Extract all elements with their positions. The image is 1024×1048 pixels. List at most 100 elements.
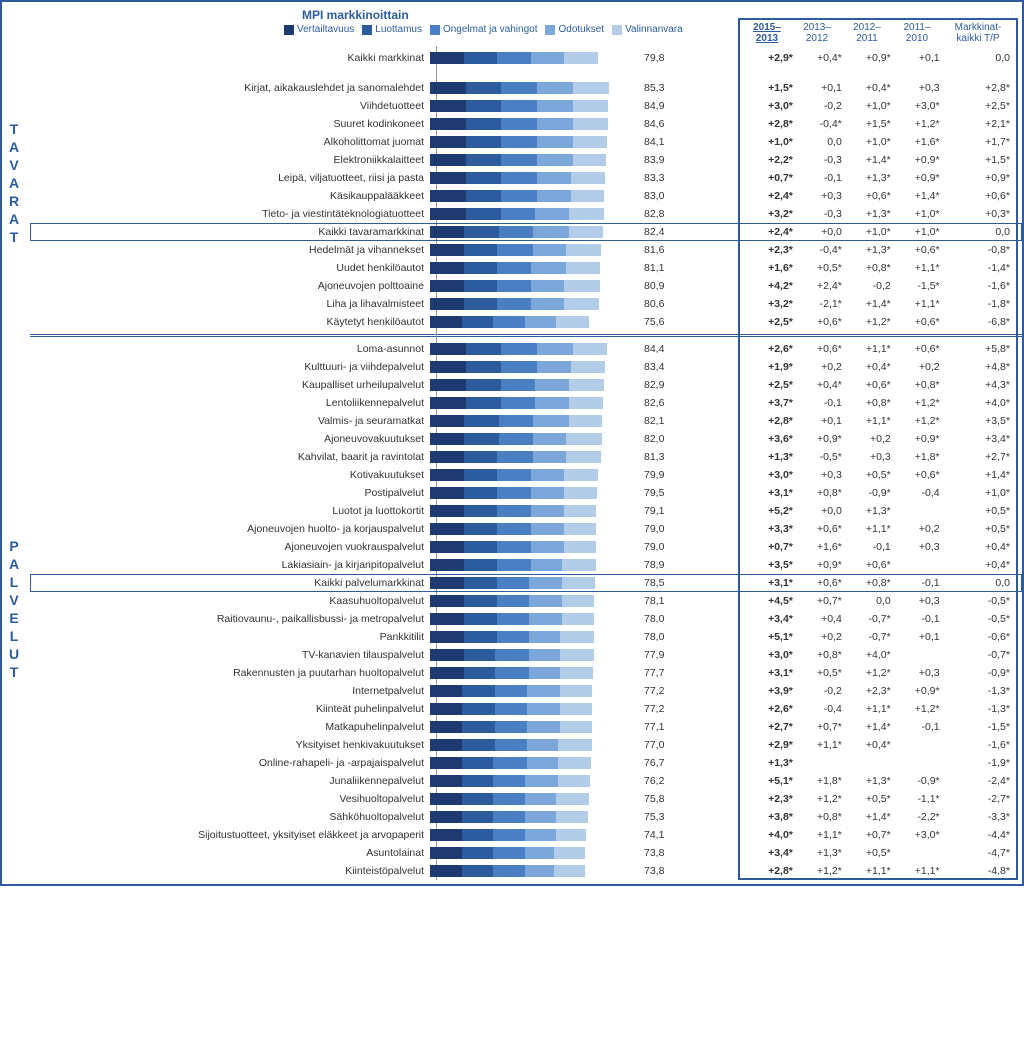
bar-segment (462, 703, 496, 715)
bar-segment (501, 379, 535, 391)
cell: +4,0* (848, 649, 897, 661)
stacked-bar (430, 631, 594, 643)
bar-segment (464, 226, 500, 238)
bar-segment (462, 829, 494, 841)
row-label: Sijoitustuotteet, yksityiset eläkkeet ja… (30, 829, 430, 841)
cell: +1,4* (848, 721, 897, 733)
bar-wrap (430, 559, 640, 571)
bar-segment (564, 487, 597, 499)
row-value: 77,7 (640, 667, 680, 679)
row-value: 76,7 (640, 757, 680, 769)
cell: -6,8* (946, 316, 1016, 328)
bar-segment (464, 262, 498, 274)
legend-label: Valinnanvara (625, 24, 683, 35)
bar-segment (497, 487, 531, 499)
cell: +1,1* (897, 298, 946, 310)
cell: +0,9* (799, 559, 848, 571)
row-cells: +0,7*+1,6*-0,1+0,3+0,4* (750, 541, 1022, 553)
cell: +2,4* (750, 226, 799, 238)
data-row: Kahvilat, baarit ja ravintolat81,3+1,3*-… (30, 448, 1022, 466)
bar-segment (537, 172, 571, 184)
cell: +1,0* (897, 208, 946, 220)
stacked-bar (430, 172, 605, 184)
row-value: 76,2 (640, 775, 680, 787)
cell: +2,8* (750, 118, 799, 130)
bar-wrap (430, 577, 640, 589)
row-cells: +4,5*+0,7*0,0+0,3-0,5* (750, 595, 1022, 607)
bar-segment (430, 361, 466, 373)
bar-segment (497, 244, 533, 256)
cell: +0,4* (946, 541, 1016, 553)
bar-segment (554, 847, 585, 859)
row-value: 78,9 (640, 559, 680, 571)
row-label: Hedelmät ja vihannekset (30, 244, 430, 256)
cell: +1,2* (848, 667, 897, 679)
row-cells: +5,2*+0,0+1,3*+0,5* (750, 505, 1022, 517)
bar-segment (430, 100, 466, 112)
row-cells: +2,3*-0,4*+1,3*+0,6*-0,8* (750, 244, 1022, 256)
cell: +0,8* (799, 649, 848, 661)
cell: +0,7* (750, 172, 799, 184)
bar-segment (571, 361, 605, 373)
cell: -0,9* (946, 667, 1016, 679)
cell: +1,3* (848, 244, 897, 256)
data-row: Tieto- ja viestintäteknologiatuotteet82,… (30, 205, 1022, 223)
cell: -0,1 (848, 541, 897, 553)
row-label: Kiinteät puhelinpalvelut (30, 703, 430, 715)
bar-segment (501, 172, 537, 184)
bar-wrap (430, 811, 640, 823)
bar-segment (462, 757, 494, 769)
bar-segment (430, 433, 464, 445)
bar-segment (531, 505, 565, 517)
bar-segment (558, 739, 592, 751)
bar-segment (566, 433, 602, 445)
cell: -0,7* (848, 631, 897, 643)
bar-segment (571, 172, 605, 184)
row-value: 80,6 (640, 298, 680, 310)
bar-segment (430, 721, 462, 733)
cell: -2,7* (946, 793, 1016, 805)
bar-segment (495, 703, 527, 715)
row-label: Ajoneuvojen huolto- ja korjauspalvelut (30, 523, 430, 535)
stacked-bar (430, 775, 590, 787)
bar-segment (430, 244, 464, 256)
stacked-bar (430, 316, 589, 328)
cell: +3,4* (750, 847, 799, 859)
data-row: Vesihuoltopalvelut75,8+2,3*+1,2*+0,5*-1,… (30, 790, 1022, 808)
bar-segment (462, 775, 494, 787)
row-label: Pankkitilit (30, 631, 430, 643)
cell: +0,6* (848, 559, 897, 571)
cell: +2,2* (750, 154, 799, 166)
bar-segment (533, 226, 569, 238)
cell: +2,3* (750, 244, 799, 256)
stacked-bar (430, 595, 594, 607)
bar-segment (556, 316, 589, 328)
cell: -1,6* (946, 739, 1016, 751)
cell: +0,6* (799, 316, 848, 328)
bar-segment (430, 208, 466, 220)
bar-segment (562, 577, 595, 589)
cell: +0,9* (848, 52, 897, 64)
bar-segment (531, 559, 563, 571)
bar-segment (537, 154, 573, 166)
cell: +0,6* (799, 523, 848, 535)
bar-segment (430, 397, 466, 409)
bar-segment (430, 739, 462, 751)
bar-wrap (430, 208, 640, 220)
cell: +0,4* (799, 379, 848, 391)
row-cells: +4,2*+2,4*-0,2-1,5*-1,6* (750, 280, 1022, 292)
cell: +1,1* (799, 829, 848, 841)
row-cells: +2,3*+1,2*+0,5*-1,1*-2,7* (750, 793, 1022, 805)
cell: +2,8* (750, 415, 799, 427)
bar-segment (560, 649, 593, 661)
row-label: Kaikki markkinat (30, 52, 430, 64)
data-row: Ajoneuvojen huolto- ja korjauspalvelut79… (30, 520, 1022, 538)
stacked-bar (430, 829, 586, 841)
bar-wrap (430, 433, 640, 445)
row-value: 74,1 (640, 829, 680, 841)
bar-segment (537, 361, 571, 373)
row-cells: +2,5*+0,6*+1,2*+0,6*-6,8* (750, 316, 1022, 328)
bar-segment (537, 343, 573, 355)
bar-segment (525, 775, 559, 787)
bar-segment (430, 469, 464, 481)
